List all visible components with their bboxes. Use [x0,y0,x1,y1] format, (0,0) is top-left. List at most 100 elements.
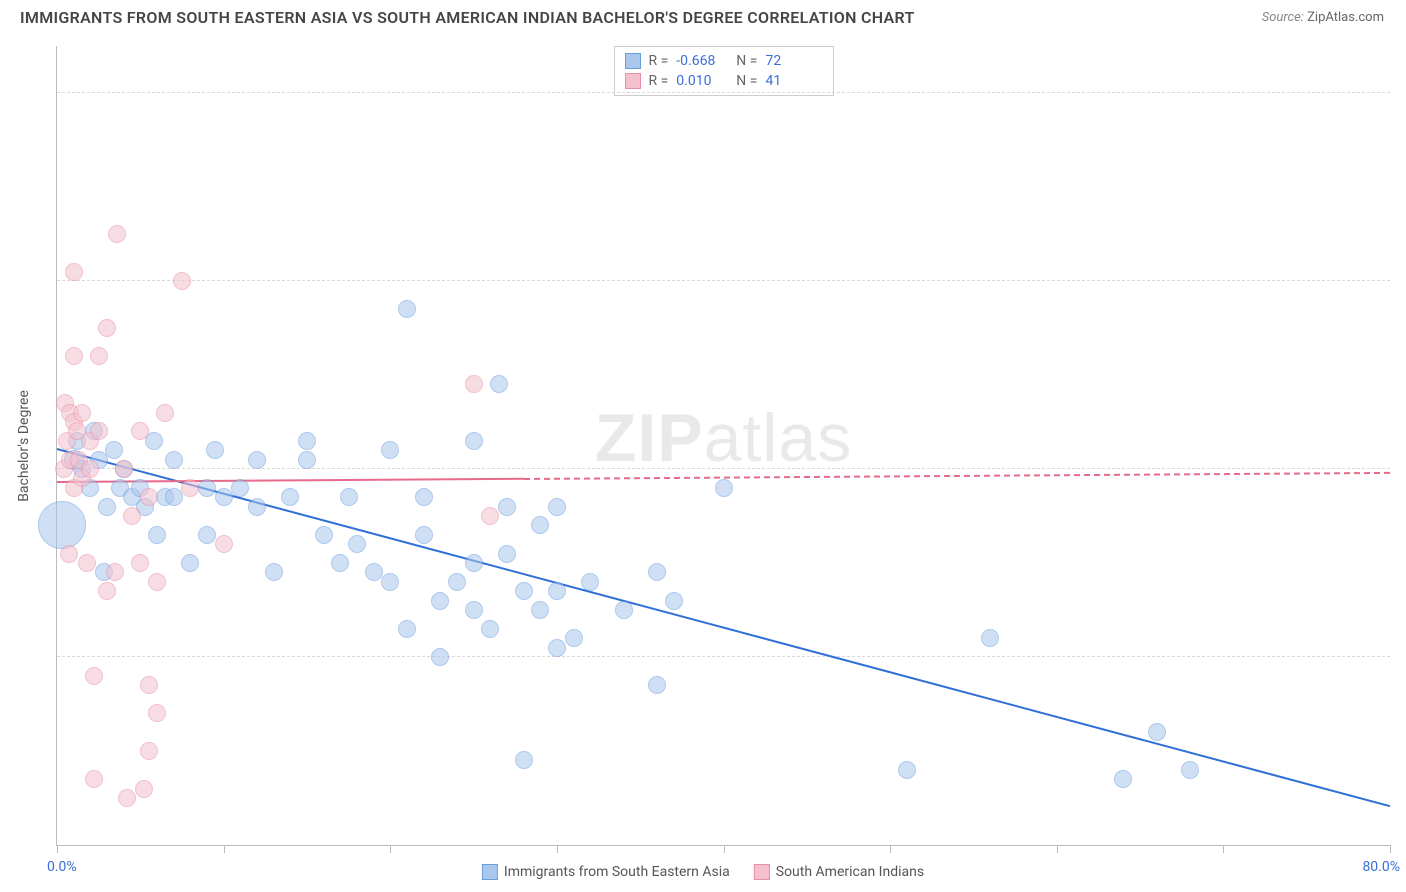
gridline [57,92,1390,93]
data-point [365,563,383,581]
r-label: R = [649,53,669,69]
legend-item: Immigrants from South Eastern Asia [482,864,730,880]
data-point [98,319,116,337]
data-point [981,629,999,647]
watermark-rest: atlas [704,400,853,476]
data-point [98,582,116,600]
data-point [165,451,183,469]
data-point [498,545,516,563]
y-tick-label: 80.0% [1400,69,1406,85]
data-point [156,404,174,422]
data-point [381,441,399,459]
data-point [106,563,124,581]
data-point [648,563,666,581]
data-point [78,554,96,572]
data-point [715,479,733,497]
gridline [57,656,1390,657]
data-point [548,639,566,657]
data-point [1181,761,1199,779]
data-point [515,582,533,600]
data-point [38,501,86,549]
data-point [173,272,191,290]
legend-label: Immigrants from South Eastern Asia [504,864,730,880]
data-point [331,554,349,572]
data-point [581,573,599,591]
data-point [348,535,366,553]
data-point [60,545,78,563]
data-point [431,592,449,610]
data-point [515,751,533,769]
data-point [198,479,216,497]
data-point [81,460,99,478]
data-point [148,573,166,591]
data-point [415,488,433,506]
data-point [140,488,158,506]
r-value-a: -0.668 [676,53,728,69]
data-point [665,592,683,610]
y-tick-label: 20.0% [1400,633,1406,649]
data-point [85,667,103,685]
data-point [231,479,249,497]
data-point [298,451,316,469]
data-point [215,488,233,506]
data-point [531,601,549,619]
data-point [215,535,233,553]
data-point [565,629,583,647]
x-tick [1223,845,1224,853]
source-attribution: Source: ZipAtlas.com [1262,10,1384,25]
n-label: N = [736,73,757,89]
data-point [90,347,108,365]
y-tick-label: 60.0% [1400,257,1406,273]
data-point [340,488,358,506]
data-point [548,582,566,600]
data-point [265,563,283,581]
x-tick [390,845,391,853]
data-point [648,676,666,694]
data-point [398,300,416,318]
data-point [118,789,136,807]
data-point [181,479,199,497]
trend-line [524,472,1390,480]
legend-item: South American Indians [754,864,924,880]
n-value-b: 41 [765,73,817,89]
data-point [248,451,266,469]
data-point [498,498,516,516]
legend-swatch [754,864,770,880]
y-tick-label: 40.0% [1400,445,1406,461]
data-point [85,770,103,788]
chart-title: IMMIGRANTS FROM SOUTH EASTERN ASIA VS SO… [20,8,915,27]
data-point [198,526,216,544]
n-label: N = [736,53,757,69]
n-value-a: 72 [765,53,817,69]
swatch-series-b [625,73,641,89]
data-point [615,601,633,619]
data-point [1148,723,1166,741]
data-point [206,441,224,459]
data-point [398,620,416,638]
data-point [135,780,153,798]
data-point [898,761,916,779]
data-point [415,526,433,544]
data-point [481,620,499,638]
data-point [65,347,83,365]
x-tick [1390,845,1391,853]
data-point [1114,770,1132,788]
x-tick [557,845,558,853]
data-point [490,375,508,393]
data-point [131,422,149,440]
legend-row-series-a: R = -0.668 N = 72 [625,51,823,71]
data-point [298,432,316,450]
data-point [98,498,116,516]
data-point [90,422,108,440]
data-point [465,554,483,572]
data-point [108,225,126,243]
data-point [140,676,158,694]
data-point [73,404,91,422]
data-point [65,263,83,281]
legend-bottom: Immigrants from South Eastern Asia South … [482,864,924,880]
x-tick [724,845,725,853]
data-point [481,507,499,525]
watermark: ZIPatlas [595,399,852,477]
data-point [148,526,166,544]
data-point [140,742,158,760]
